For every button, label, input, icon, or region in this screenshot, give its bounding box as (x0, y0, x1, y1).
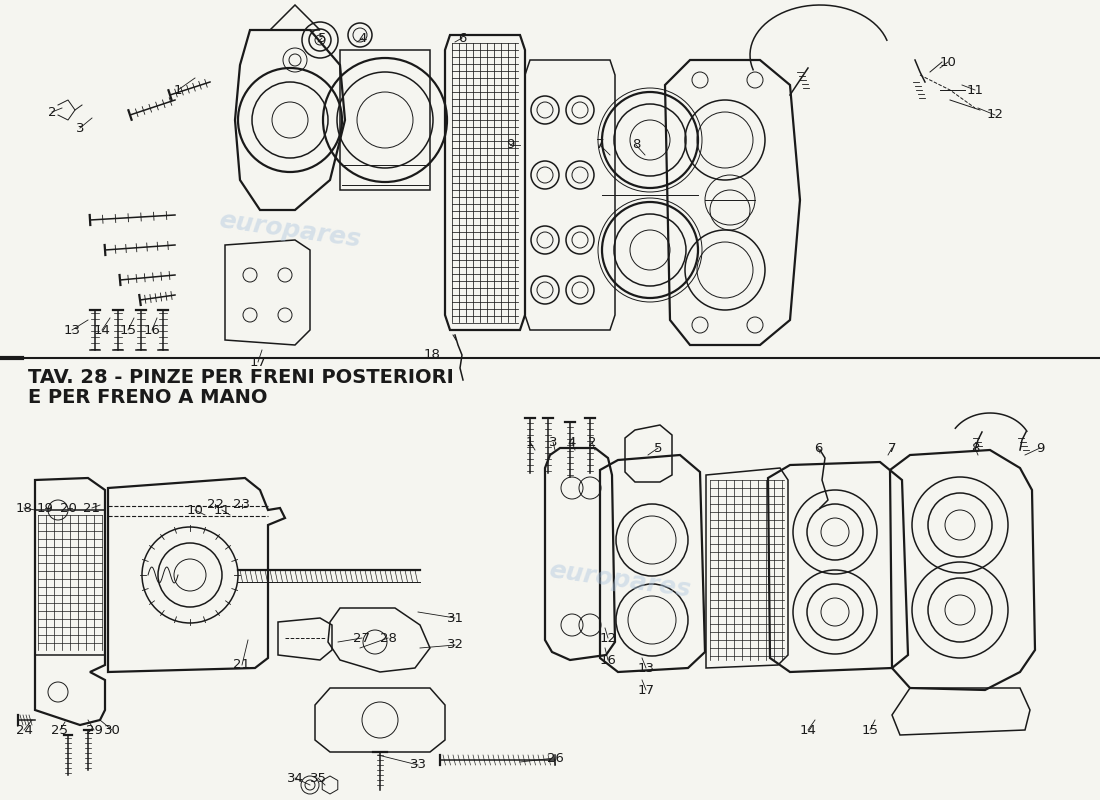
Text: 22: 22 (207, 498, 223, 510)
Text: 13: 13 (638, 662, 654, 674)
Text: 12: 12 (987, 109, 1003, 122)
Text: 14: 14 (94, 323, 110, 337)
Text: 25: 25 (52, 723, 68, 737)
Text: 28: 28 (379, 631, 396, 645)
Text: 32: 32 (447, 638, 463, 651)
Text: 31: 31 (447, 611, 463, 625)
Text: 3: 3 (76, 122, 85, 134)
Text: 11: 11 (967, 83, 983, 97)
Text: 30: 30 (103, 723, 120, 737)
Text: 16: 16 (144, 323, 161, 337)
Text: 26: 26 (547, 751, 563, 765)
Text: 2: 2 (587, 435, 596, 449)
Text: 18: 18 (424, 349, 440, 362)
Text: 6: 6 (458, 31, 466, 45)
Text: 21: 21 (84, 502, 100, 514)
Text: 35: 35 (309, 771, 327, 785)
Text: 8: 8 (971, 442, 979, 454)
Text: 5: 5 (318, 31, 327, 45)
Text: 19: 19 (36, 502, 54, 514)
Text: 17: 17 (250, 355, 266, 369)
Text: 17: 17 (638, 683, 654, 697)
Text: 9: 9 (1036, 442, 1044, 454)
Text: 14: 14 (800, 723, 816, 737)
Text: 27: 27 (353, 631, 371, 645)
Text: 16: 16 (600, 654, 616, 666)
Text: 12: 12 (600, 631, 616, 645)
Text: 33: 33 (409, 758, 427, 771)
Text: 10: 10 (939, 55, 956, 69)
Text: 15: 15 (861, 723, 879, 737)
Text: 18: 18 (15, 502, 32, 514)
Text: 29: 29 (86, 723, 102, 737)
Text: 1: 1 (526, 435, 535, 449)
Text: 11: 11 (213, 503, 231, 517)
Text: 13: 13 (64, 323, 80, 337)
Text: E PER FRENO A MANO: E PER FRENO A MANO (28, 388, 267, 407)
Text: 6: 6 (814, 442, 822, 454)
Text: 24: 24 (15, 723, 32, 737)
Text: europares: europares (218, 208, 363, 252)
Text: 21: 21 (233, 658, 251, 671)
Bar (340, 50, 430, 190)
Text: 7: 7 (596, 138, 604, 151)
Text: 1: 1 (174, 83, 183, 97)
Text: 3: 3 (549, 435, 558, 449)
Text: 34: 34 (287, 771, 304, 785)
Text: 20: 20 (59, 502, 76, 514)
Text: 4: 4 (359, 31, 367, 45)
Text: 23: 23 (233, 498, 251, 510)
Text: 9: 9 (506, 138, 514, 151)
Text: 15: 15 (120, 323, 136, 337)
Text: 7: 7 (888, 442, 896, 454)
Text: 4: 4 (568, 435, 576, 449)
Text: 5: 5 (653, 442, 662, 454)
Text: 2: 2 (47, 106, 56, 118)
Text: TAV. 28 - PINZE PER FRENI POSTERIORI: TAV. 28 - PINZE PER FRENI POSTERIORI (28, 368, 453, 387)
Text: 10: 10 (187, 503, 204, 517)
Text: europares: europares (548, 558, 693, 602)
Text: 8: 8 (631, 138, 640, 151)
